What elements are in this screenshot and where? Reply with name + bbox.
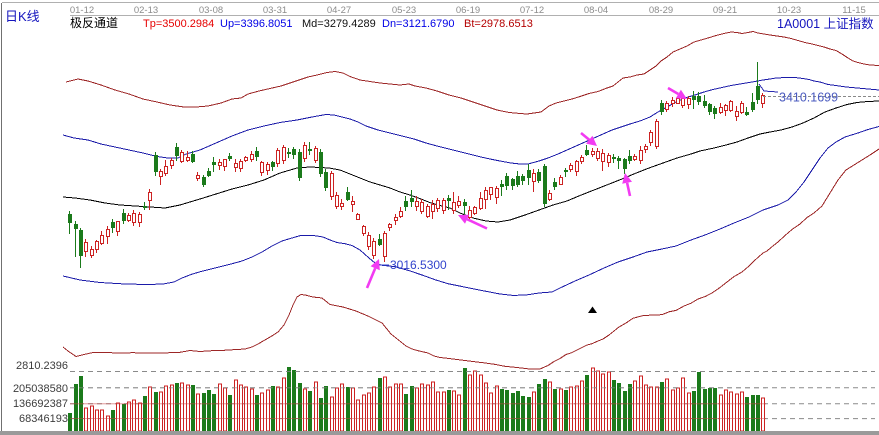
svg-text:205038580: 205038580 (13, 383, 68, 395)
svg-text:Bt=2978.6513: Bt=2978.6513 (464, 18, 533, 30)
svg-text:Dn=3121.6790: Dn=3121.6790 (382, 18, 454, 30)
svg-text:05-23: 05-23 (392, 5, 416, 16)
svg-text:09-21: 09-21 (713, 5, 737, 16)
svg-text:11-15: 11-15 (842, 5, 866, 16)
svg-text:2810.2396: 2810.2396 (16, 360, 68, 372)
svg-text:极反通道: 极反通道 (70, 16, 118, 30)
svg-text:06-19: 06-19 (456, 5, 480, 16)
svg-text:日K线: 日K线 (5, 9, 40, 24)
svg-text:01-12: 01-12 (70, 5, 94, 16)
svg-text:136692387: 136692387 (13, 398, 68, 410)
svg-text:02-13: 02-13 (134, 5, 158, 16)
svg-text:3016.5300: 3016.5300 (390, 258, 447, 272)
svg-text:1A0001 上证指数: 1A0001 上证指数 (777, 16, 874, 31)
svg-text:08-04: 08-04 (584, 5, 608, 16)
svg-text:3410.1699: 3410.1699 (779, 91, 838, 105)
svg-text:Md=3279.4289: Md=3279.4289 (302, 18, 376, 30)
svg-text:08-29: 08-29 (649, 5, 673, 16)
svg-text:Up=3396.8051: Up=3396.8051 (220, 18, 292, 30)
svg-text:68346193: 68346193 (19, 413, 68, 425)
svg-text:10-23: 10-23 (777, 5, 801, 16)
svg-text:07-12: 07-12 (520, 5, 544, 16)
svg-text:04-27: 04-27 (327, 5, 351, 16)
svg-text:Tp=3500.2984: Tp=3500.2984 (143, 18, 214, 30)
svg-text:03-08: 03-08 (199, 5, 223, 16)
svg-text:03-31: 03-31 (263, 5, 287, 16)
